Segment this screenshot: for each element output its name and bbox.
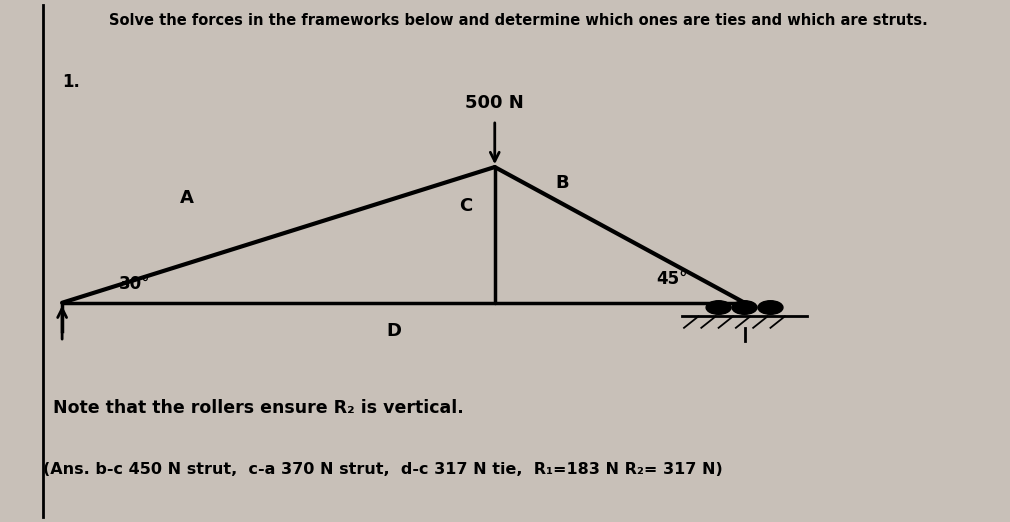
Circle shape: [732, 301, 758, 314]
Text: 1.: 1.: [63, 73, 81, 91]
Text: B: B: [556, 174, 569, 192]
Text: A: A: [180, 189, 194, 207]
Text: 45°: 45°: [656, 270, 688, 288]
Text: 500 N: 500 N: [466, 94, 524, 112]
Text: C: C: [460, 197, 473, 215]
Text: (Ans. b-c 450 N strut,  c-a 370 N strut,  d-c 317 N tie,  R₁=183 N R₂= 317 N): (Ans. b-c 450 N strut, c-a 370 N strut, …: [43, 462, 723, 477]
Text: D: D: [386, 323, 401, 340]
Circle shape: [758, 301, 783, 314]
Text: Note that the rollers ensure R₂ is vertical.: Note that the rollers ensure R₂ is verti…: [53, 399, 464, 417]
Circle shape: [706, 301, 731, 314]
Text: 30°: 30°: [118, 276, 149, 293]
Text: Solve the forces in the frameworks below and determine which ones are ties and w: Solve the forces in the frameworks below…: [109, 13, 928, 28]
